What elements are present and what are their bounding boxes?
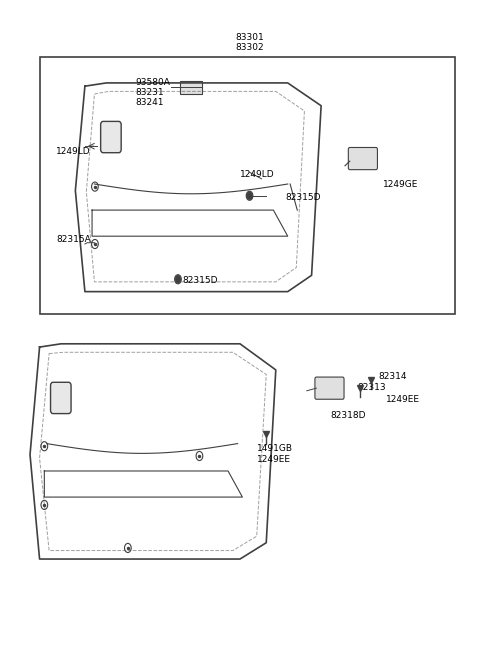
- FancyBboxPatch shape: [101, 121, 121, 153]
- Circle shape: [247, 192, 252, 200]
- Bar: [180, 81, 202, 94]
- Text: 82318D: 82318D: [331, 411, 366, 420]
- FancyBboxPatch shape: [50, 383, 71, 413]
- Text: 82313: 82313: [357, 383, 385, 392]
- Bar: [39, 57, 455, 314]
- Text: 82315D: 82315D: [285, 193, 321, 202]
- FancyBboxPatch shape: [348, 147, 377, 170]
- Text: 1249LD: 1249LD: [240, 170, 275, 179]
- Text: 1249EE: 1249EE: [385, 395, 420, 403]
- Text: 1491GB: 1491GB: [257, 443, 293, 453]
- Text: 82315A: 82315A: [56, 235, 91, 244]
- Text: 83302: 83302: [235, 43, 264, 52]
- Text: 83231: 83231: [135, 88, 164, 97]
- Text: 82315D: 82315D: [183, 276, 218, 285]
- FancyBboxPatch shape: [315, 377, 344, 400]
- Text: 83241: 83241: [135, 98, 164, 107]
- Text: 1249LD: 1249LD: [56, 147, 91, 156]
- Text: 83301: 83301: [235, 33, 264, 42]
- Text: 1249GE: 1249GE: [383, 179, 419, 189]
- Circle shape: [175, 275, 181, 283]
- Text: 82314: 82314: [378, 372, 407, 381]
- Text: 93580A: 93580A: [135, 79, 170, 87]
- Text: 1249EE: 1249EE: [257, 455, 291, 464]
